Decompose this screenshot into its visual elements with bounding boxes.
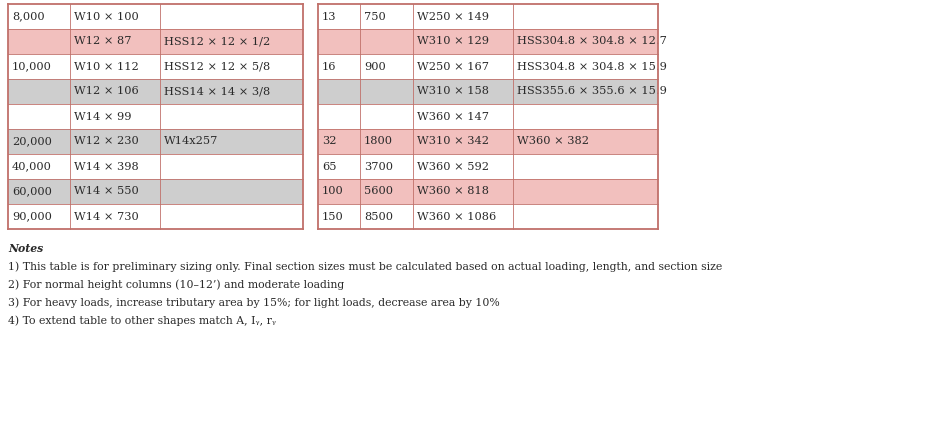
Bar: [318, 179, 658, 204]
Text: 8500: 8500: [364, 212, 393, 221]
Bar: [8, 104, 303, 129]
Text: 1800: 1800: [364, 137, 393, 147]
Text: W360 × 592: W360 × 592: [417, 162, 489, 171]
Bar: [318, 129, 658, 154]
Text: HSS14 × 14 × 3/8: HSS14 × 14 × 3/8: [164, 86, 270, 97]
Text: W12 × 230: W12 × 230: [74, 137, 139, 147]
Text: 13: 13: [322, 11, 336, 22]
Text: 20,000: 20,000: [12, 137, 52, 147]
Bar: [8, 4, 303, 29]
Text: W14 × 550: W14 × 550: [74, 187, 139, 196]
Bar: [318, 154, 658, 179]
Text: 40,000: 40,000: [12, 162, 52, 171]
Bar: [8, 79, 303, 104]
Text: 60,000: 60,000: [12, 187, 52, 196]
Bar: [318, 29, 658, 54]
Text: 4) To extend table to other shapes match A, Iᵧ, rᵧ: 4) To extend table to other shapes match…: [8, 315, 276, 326]
Text: 65: 65: [322, 162, 336, 171]
Text: W10 × 100: W10 × 100: [74, 11, 139, 22]
Text: 10,000: 10,000: [12, 61, 52, 72]
Text: W14 × 99: W14 × 99: [74, 112, 131, 122]
Text: 90,000: 90,000: [12, 212, 52, 221]
Text: 2) For normal height columns (10–12’) and moderate loading: 2) For normal height columns (10–12’) an…: [8, 279, 345, 290]
Text: 1) This table is for preliminary sizing only. Final section sizes must be calcul: 1) This table is for preliminary sizing …: [8, 261, 722, 271]
Bar: [8, 54, 303, 79]
Text: 8,000: 8,000: [12, 11, 44, 22]
Text: 3700: 3700: [364, 162, 393, 171]
Text: W250 × 167: W250 × 167: [417, 61, 489, 72]
Text: 900: 900: [364, 61, 386, 72]
Text: W310 × 158: W310 × 158: [417, 86, 489, 97]
Text: 3) For heavy loads, increase tributary area by 15%; for light loads, decrease ar: 3) For heavy loads, increase tributary a…: [8, 297, 499, 307]
Bar: [318, 204, 658, 229]
Text: W360 × 818: W360 × 818: [417, 187, 489, 196]
Text: W14 × 730: W14 × 730: [74, 212, 139, 221]
Text: 5600: 5600: [364, 187, 393, 196]
Text: HSS12 × 12 × 5/8: HSS12 × 12 × 5/8: [164, 61, 270, 72]
Text: W360 × 382: W360 × 382: [517, 137, 589, 147]
Text: W310 × 129: W310 × 129: [417, 36, 489, 47]
Text: 750: 750: [364, 11, 386, 22]
Text: HSS355.6 × 355.6 × 15.9: HSS355.6 × 355.6 × 15.9: [517, 86, 666, 97]
Text: HSS304.8 × 304.8 × 12.7: HSS304.8 × 304.8 × 12.7: [517, 36, 666, 47]
Bar: [8, 204, 303, 229]
Text: 32: 32: [322, 137, 336, 147]
Text: W14 × 398: W14 × 398: [74, 162, 139, 171]
Bar: [8, 179, 303, 204]
Bar: [8, 129, 303, 154]
Text: W250 × 149: W250 × 149: [417, 11, 489, 22]
Text: W10 × 112: W10 × 112: [74, 61, 139, 72]
Bar: [8, 29, 303, 54]
Bar: [318, 4, 658, 29]
Text: W360 × 147: W360 × 147: [417, 112, 489, 122]
Bar: [318, 104, 658, 129]
Text: 100: 100: [322, 187, 344, 196]
Bar: [8, 154, 303, 179]
Text: HSS12 × 12 × 1/2: HSS12 × 12 × 1/2: [164, 36, 270, 47]
Text: HSS304.8 × 304.8 × 15.9: HSS304.8 × 304.8 × 15.9: [517, 61, 666, 72]
Text: Notes: Notes: [8, 243, 43, 254]
Bar: [318, 54, 658, 79]
Text: W360 × 1086: W360 × 1086: [417, 212, 497, 221]
Text: 150: 150: [322, 212, 344, 221]
Text: W12 × 87: W12 × 87: [74, 36, 131, 47]
Text: 16: 16: [322, 61, 336, 72]
Text: W310 × 342: W310 × 342: [417, 137, 489, 147]
Text: W12 × 106: W12 × 106: [74, 86, 139, 97]
Bar: [318, 79, 658, 104]
Text: W14x257: W14x257: [164, 137, 218, 147]
